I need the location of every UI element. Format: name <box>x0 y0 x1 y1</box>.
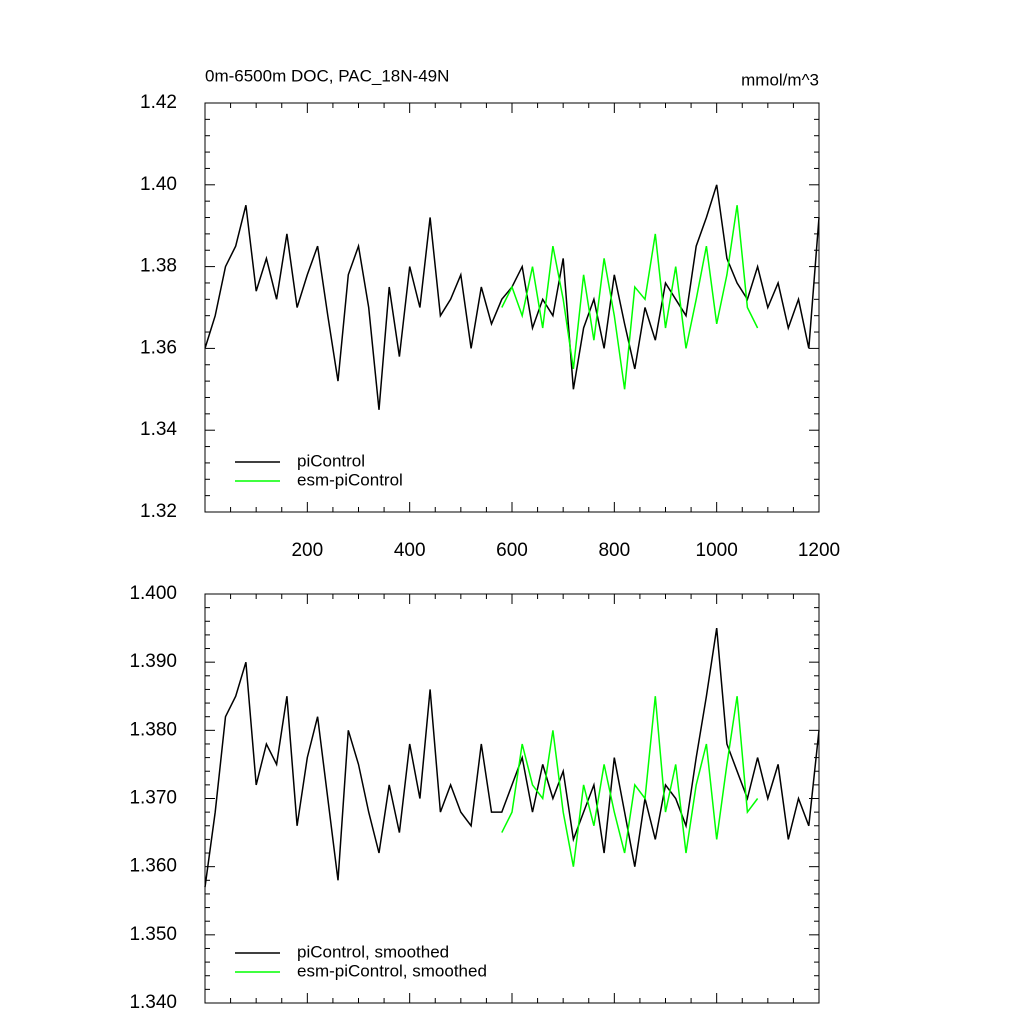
y-tick-label: 1.390 <box>129 651 177 672</box>
y-tick-label: 1.38 <box>140 256 177 277</box>
legend-label: esm-piControl, smoothed <box>297 961 487 980</box>
y-tick-label: 1.400 <box>129 583 177 604</box>
x-tick-label: 1200 <box>798 540 840 561</box>
legend-label: piControl <box>297 451 365 470</box>
y-tick-label: 1.340 <box>129 992 177 1013</box>
series-line <box>204 627 820 888</box>
x-tick-label: 200 <box>291 540 323 561</box>
x-tick-label: 600 <box>496 540 528 561</box>
units-label: mmol/m^3 <box>741 70 819 89</box>
legend-label: piControl, smoothed <box>297 942 449 961</box>
series-line <box>501 205 759 390</box>
y-tick-label: 1.32 <box>140 501 177 522</box>
y-tick-label: 1.370 <box>129 788 177 809</box>
y-tick-label: 1.380 <box>129 719 177 740</box>
x-tick-label: 1000 <box>696 540 738 561</box>
y-tick-label: 1.40 <box>140 174 177 195</box>
y-tick-label: 1.34 <box>140 419 177 440</box>
x-tick-label: 400 <box>394 540 426 561</box>
series-line <box>501 696 759 867</box>
x-tick-label: 800 <box>598 540 630 561</box>
chart-title: 0m-6500m DOC, PAC_18N-49N <box>205 66 449 85</box>
series-line <box>204 184 820 410</box>
y-tick-label: 1.360 <box>129 856 177 877</box>
legend-label: esm-piControl <box>297 470 403 489</box>
y-tick-label: 1.36 <box>140 337 177 358</box>
y-tick-label: 1.350 <box>129 924 177 945</box>
y-tick-label: 1.42 <box>140 92 177 113</box>
